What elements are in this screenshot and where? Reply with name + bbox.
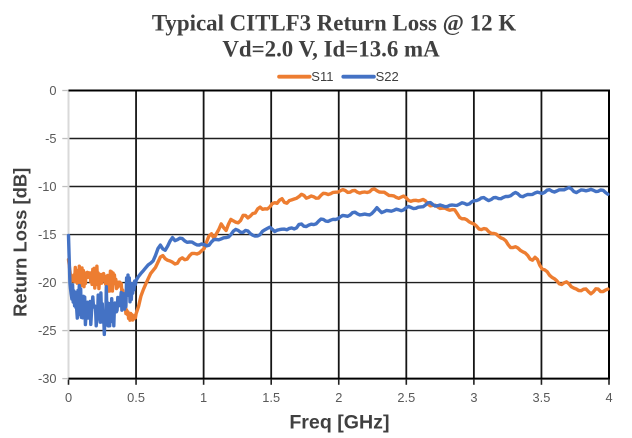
svg-text:1.5: 1.5 bbox=[262, 390, 280, 405]
svg-text:0: 0 bbox=[49, 83, 56, 98]
svg-text:-15: -15 bbox=[38, 227, 57, 242]
svg-text:S22: S22 bbox=[376, 69, 399, 84]
svg-text:3.5: 3.5 bbox=[533, 390, 551, 405]
svg-text:Typical CITLF3 Return Loss @ 1: Typical CITLF3 Return Loss @ 12 K bbox=[152, 10, 516, 36]
svg-text:-10: -10 bbox=[38, 179, 57, 194]
svg-text:0.5: 0.5 bbox=[127, 390, 145, 405]
svg-text:-5: -5 bbox=[45, 131, 56, 146]
svg-text:S11: S11 bbox=[311, 69, 333, 84]
svg-text:-25: -25 bbox=[38, 323, 57, 338]
svg-text:Freq [GHz]: Freq [GHz] bbox=[289, 411, 389, 433]
svg-text:2: 2 bbox=[335, 390, 342, 405]
svg-text:-30: -30 bbox=[38, 371, 57, 386]
svg-text:3: 3 bbox=[470, 390, 477, 405]
svg-text:0: 0 bbox=[65, 390, 72, 405]
svg-text:4: 4 bbox=[605, 390, 612, 405]
svg-text:1: 1 bbox=[200, 390, 207, 405]
svg-text:-20: -20 bbox=[38, 275, 57, 290]
svg-text:2.5: 2.5 bbox=[397, 390, 415, 405]
svg-text:Return Loss [dB]: Return Loss [dB] bbox=[10, 168, 31, 317]
svg-text:Vd=2.0 V, Id=13.6 mA: Vd=2.0 V, Id=13.6 mA bbox=[222, 37, 440, 62]
